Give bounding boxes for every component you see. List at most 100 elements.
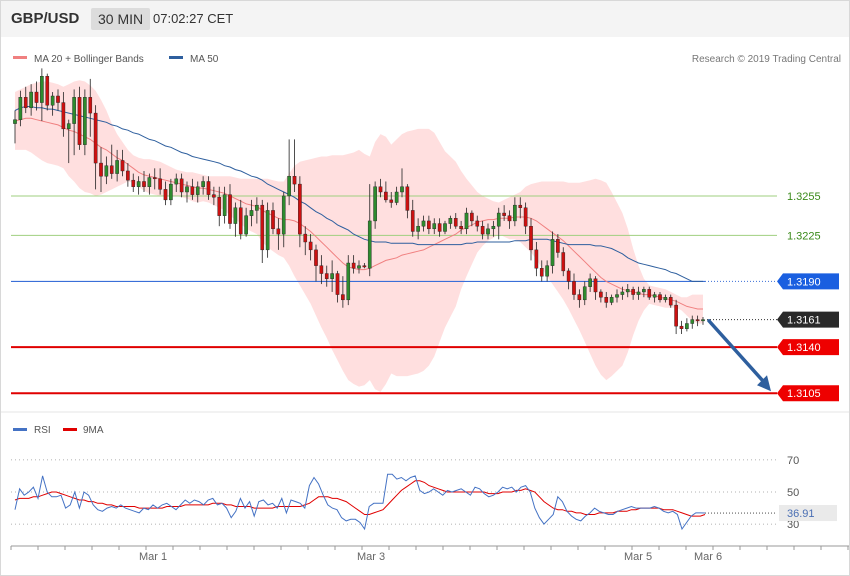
candle-body (620, 291, 625, 295)
candle-body (136, 181, 141, 187)
candle-body (518, 204, 523, 208)
candle-body (545, 265, 549, 277)
candle-body (292, 176, 297, 185)
candle (475, 215, 480, 232)
candle-body (330, 273, 334, 279)
candle (244, 207, 248, 237)
candle (394, 186, 399, 206)
candle-body (550, 239, 555, 266)
candle-body (319, 265, 324, 274)
candle-body (652, 294, 657, 298)
candle-body (45, 76, 50, 106)
candle (636, 286, 641, 300)
candle-body (636, 291, 641, 295)
candle-body (513, 204, 517, 222)
time-tick-label: Mar 3 (357, 551, 385, 563)
candle (18, 90, 23, 127)
candle (308, 234, 313, 261)
candle (647, 286, 652, 300)
candle-body (615, 294, 619, 298)
candle (126, 163, 130, 187)
candle (195, 181, 200, 203)
candle-body (459, 225, 463, 230)
candle-body (577, 294, 582, 301)
chart-header: GBP/USD 30 MIN 07:02:27 CET (1, 1, 849, 37)
candle (136, 176, 141, 195)
candle (502, 205, 506, 221)
rsi-line (14, 473, 706, 531)
price-level-labels: 1.3255 1.3225 1.3190 1.3161 1.3140 1.3105 (777, 191, 839, 402)
candle (115, 149, 119, 182)
candle (674, 299, 678, 335)
candle (61, 92, 66, 137)
candle-body (206, 181, 211, 195)
candle-body (50, 95, 55, 106)
candle (45, 73, 50, 111)
candle (346, 255, 351, 306)
candle (324, 265, 329, 287)
candle-body (190, 186, 195, 195)
candle (303, 226, 308, 256)
candle-body (679, 325, 684, 329)
candle (29, 84, 33, 116)
support-label: 1.3140 (787, 342, 821, 354)
candle (652, 291, 657, 303)
candle (443, 220, 447, 235)
candle-body (238, 207, 243, 235)
candle-body (99, 162, 103, 177)
candle (190, 178, 195, 200)
candle-body (496, 212, 501, 227)
ma50-legend-swatch (169, 56, 183, 59)
candle (72, 89, 76, 156)
rsi-ma9-line (14, 480, 706, 517)
candle-body (341, 294, 345, 301)
bollinger-band-area (15, 80, 703, 392)
candle-body (486, 228, 490, 235)
candle (292, 139, 297, 192)
candle (491, 220, 496, 237)
candle-body (66, 123, 71, 130)
candle-body (668, 297, 673, 306)
candle-body (453, 218, 458, 227)
candle-body (432, 223, 437, 230)
candle-body (287, 176, 291, 197)
candle (99, 147, 103, 192)
candle (351, 255, 356, 274)
ma9-legend-swatch (63, 428, 77, 431)
candle (373, 181, 377, 229)
candle (658, 291, 662, 303)
candle-body (222, 194, 227, 216)
candle-body (298, 183, 302, 235)
candle-body (609, 297, 614, 303)
candle-body (56, 95, 60, 103)
candle-body (394, 191, 399, 203)
candle-body (400, 186, 404, 193)
candle (40, 68, 44, 121)
candle (319, 255, 324, 285)
candle (496, 207, 501, 240)
candle-body (77, 97, 82, 145)
candle (690, 315, 695, 329)
interval-selector[interactable]: 30 MIN (91, 8, 151, 30)
rsi-legend-label: RSI (34, 425, 51, 436)
candle-body (233, 207, 238, 224)
candle (400, 168, 404, 198)
candle (158, 168, 162, 195)
candle (88, 78, 93, 137)
time-tick-label: Mar 6 (694, 551, 722, 563)
bollinger-bands (15, 80, 703, 392)
candle (357, 260, 361, 274)
candle-body (201, 181, 205, 187)
candle-body (308, 241, 313, 251)
candle-body (534, 249, 539, 269)
time-tick-label: Mar 5 (624, 551, 652, 563)
candle-body (523, 207, 528, 227)
candle-body (18, 97, 23, 120)
candle (437, 218, 442, 237)
candle (539, 260, 544, 282)
candle (104, 156, 109, 185)
candle (631, 286, 635, 300)
candle (593, 276, 598, 300)
candle-body (255, 204, 259, 211)
